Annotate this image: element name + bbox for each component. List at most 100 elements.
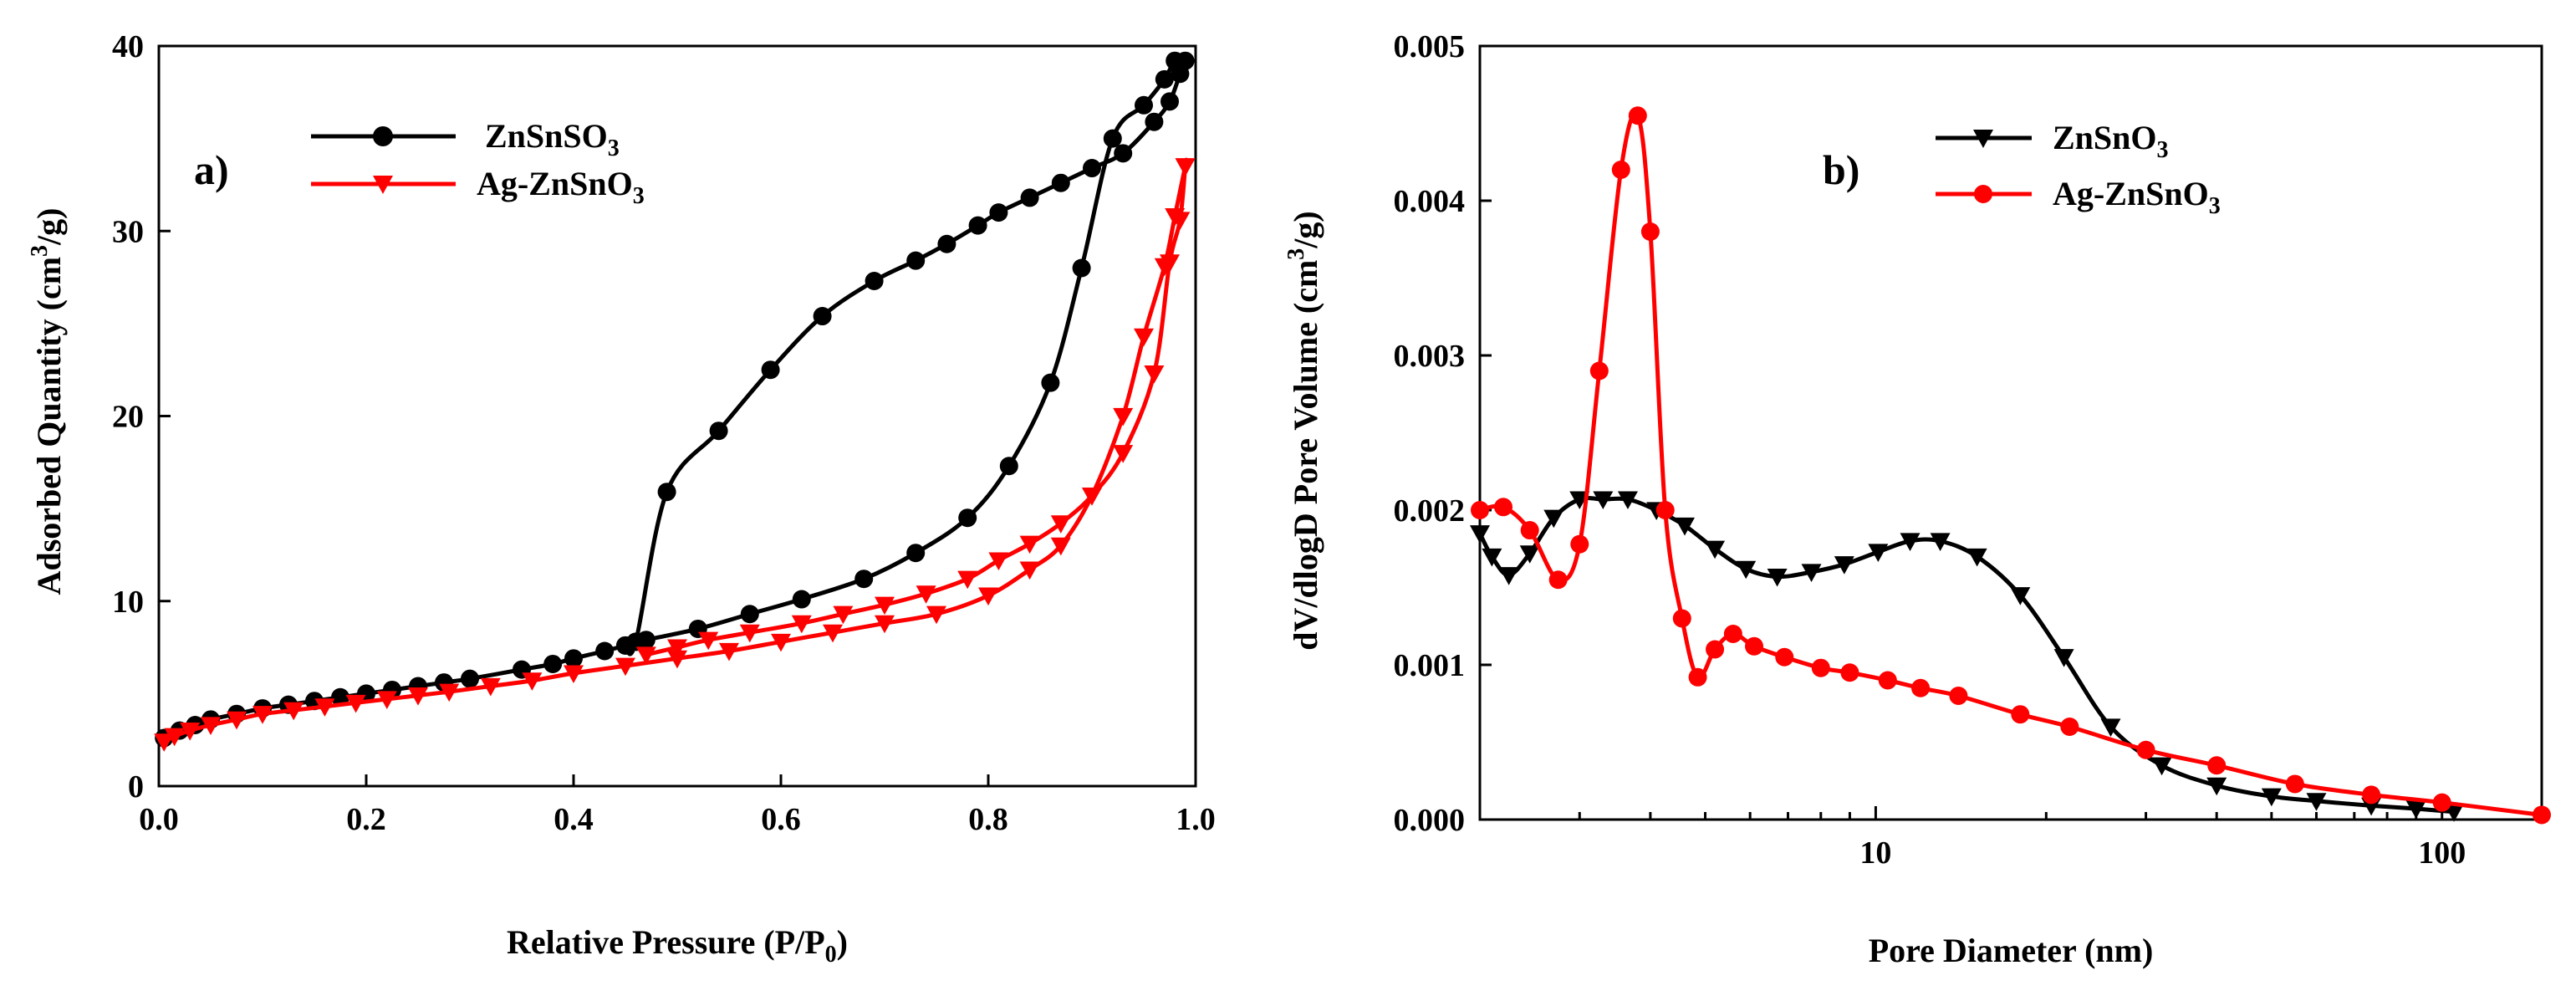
panel-b-series-0-point — [2151, 757, 2172, 776]
panel-a-y-tick-label: 20 — [112, 400, 144, 435]
panel-a-series-1-point — [823, 624, 843, 643]
panel-b-series-1-point — [1672, 609, 1691, 628]
panel-b-series-1-point — [2011, 705, 2030, 724]
panel-a-series-0-point — [1041, 373, 1060, 392]
panel-a-series-1-point — [791, 615, 812, 634]
panel-b-series-0-point — [1767, 568, 1788, 587]
legend-label-znsno3: ZnSnO3 — [2053, 119, 2169, 163]
panel-a-series-0-point — [331, 687, 349, 707]
panel-a-series-0-point — [595, 641, 615, 661]
panel-a-series-0-point — [813, 307, 832, 326]
panel-b-series-0-point — [2010, 587, 2031, 605]
panel-b-series-0-line — [1477, 495, 2455, 815]
panel-a-series-0-point — [1145, 112, 1164, 131]
x-axis-label-b: Pore Diameter (nm) — [1869, 932, 2154, 969]
panel-a-series-0-point — [1072, 258, 1091, 278]
panel-b-series-1-point — [1811, 658, 1830, 677]
panel-a-series-1-point — [164, 728, 185, 747]
panel-a-series-1-point — [201, 717, 221, 735]
panel-b-y-tick-label: 0.004 — [1394, 184, 1466, 219]
panel-a-series-1-point — [154, 733, 175, 752]
panel-b-series-0-point — [2405, 800, 2426, 820]
panel-a-y-tick-label: 0 — [128, 769, 144, 805]
plot-frame-a — [157, 44, 1197, 788]
chart-panel-a: 0 10 20 30 40 0.0 0.2 0.4 0.6 0.8 1.0 a) ZnSnSO3 … — [27, 29, 1216, 968]
panel-a-series-1-point — [978, 587, 998, 606]
panel-b-series-1-point — [1570, 534, 1589, 554]
panel-a-series-1-point — [615, 657, 635, 677]
panel-a-series-0-point — [989, 203, 1008, 222]
legend-marker-zn — [373, 126, 393, 146]
panel-a-series-1-point — [1170, 212, 1191, 230]
panel-a-y-tick-label: 40 — [112, 29, 144, 64]
panel-b-series-1-point — [1745, 636, 1764, 656]
panel-b-series-1-point — [1840, 663, 1859, 682]
y-axis-label-b: dV/dlogD Pore Volume (cm3/g) — [1283, 211, 1324, 650]
panel-a-series-1-point — [283, 702, 304, 721]
panel-label-a: a) — [194, 146, 229, 193]
panel-a-series-0-point — [906, 251, 926, 270]
panel-b-series-0-point — [1482, 548, 1502, 567]
panel-a-x-tick-label: 0.8 — [968, 802, 1008, 837]
panel-b-series-0-point — [1470, 525, 1490, 544]
panel-b-series-0-point — [2306, 793, 2327, 811]
panel-b-series-1-point — [2207, 756, 2227, 775]
y-axis-label-a: Adsorbed Quantity (cm3/g) — [27, 208, 68, 595]
panel-b-series-0-point — [1930, 533, 1951, 551]
panel-a-series-0-point — [761, 360, 780, 380]
panel-b-series-1-point — [1878, 671, 1897, 690]
panel-a-series-1-point — [376, 691, 397, 710]
panel-a-series-1-point — [408, 687, 428, 706]
panel-b-series-1-point — [1723, 625, 1742, 643]
panel-b-series-0-point — [1593, 491, 1614, 510]
y-ticks-b: 0.000 0.001 0.002 0.003 0.004 0.005 — [1394, 29, 1492, 838]
panel-a-series-0-line — [163, 56, 1188, 740]
panel-a-series-1-point — [1019, 561, 1040, 580]
panel-a-series-1-point — [833, 605, 854, 625]
panel-a-series-0-point — [792, 590, 811, 609]
panel-b-series-1-point — [1949, 687, 1968, 705]
series-group-b — [1470, 106, 2551, 825]
panel-b-y-tick-label: 0.002 — [1394, 493, 1466, 529]
x-axis-label-a: Relative Pressure (P/P0) — [507, 923, 848, 968]
panel-a-series-0-point — [709, 421, 728, 441]
panel-b-series-1-point — [2285, 774, 2304, 794]
panel-b-series-0-point — [1705, 540, 1726, 559]
panel-a-series-0-point — [958, 508, 977, 528]
panel-a-series-1-point — [564, 665, 584, 684]
panel-a-series-1-point — [1134, 328, 1154, 347]
panel-b-series-0-point — [2206, 777, 2227, 796]
panel-b-series-1-point — [1471, 501, 1489, 519]
panel-a-series-1-line — [162, 157, 1189, 744]
legend-label-ag: Ag-ZnSnO3 — [477, 165, 645, 209]
panel-a-series-1-point — [1050, 537, 1071, 556]
panel-b-series-1-point — [1911, 678, 1931, 697]
panel-b-series-0-point — [2261, 788, 2282, 807]
panel-a-series-1-point — [739, 624, 760, 643]
panel-b-series-1-point — [1688, 667, 1707, 687]
panel-a-series-1-point — [916, 585, 936, 604]
panel-b-series-0-point — [1736, 560, 1757, 580]
panel-b-series-0-point — [1868, 544, 1889, 562]
panel-b-series-1-point — [1611, 161, 1630, 179]
panel-a-series-1-point — [227, 711, 247, 730]
panel-b-series-1-point — [2432, 793, 2451, 812]
panel-a-x-tick-label: 0.6 — [761, 802, 801, 837]
panel-a-x-tick-label: 0.0 — [139, 802, 179, 837]
x-ticks-b: 10 100 — [1478, 806, 2466, 871]
panel-a-series-1-point — [719, 642, 739, 662]
plot-frame-b — [1478, 44, 2543, 821]
panel-a-series-1-point — [180, 723, 201, 741]
panel-a-series-1-point — [667, 650, 687, 669]
series-group-a — [154, 51, 1196, 752]
panel-b-series-1-point — [2060, 718, 2079, 736]
legend-marker-znsno3 — [1973, 130, 1993, 148]
panel-a-series-0-point — [854, 570, 874, 589]
panel-b-series-0-point — [1675, 517, 1696, 536]
panel-a-series-0-point — [1114, 144, 1133, 163]
panel-a-series-0-point — [543, 654, 563, 673]
panel-a-series-0-point — [1135, 95, 1153, 115]
panel-b-series-1-point — [2533, 805, 2551, 825]
